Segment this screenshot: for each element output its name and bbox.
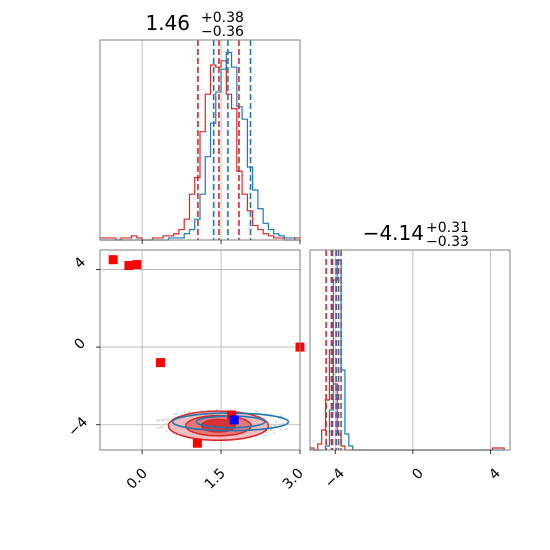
sample-point <box>188 410 191 413</box>
x-tick-label: 1.5 <box>202 466 229 493</box>
plot-background <box>310 250 510 450</box>
y-tick-label: 0 <box>71 335 89 353</box>
sample-point <box>273 432 276 434</box>
title-param2-plus: +0.31 <box>426 220 469 236</box>
sample-point <box>184 411 186 413</box>
sample-point <box>279 428 282 431</box>
sample-point <box>285 428 288 431</box>
sample-point <box>157 419 160 421</box>
sample-point <box>164 417 167 420</box>
marker-series-a <box>227 410 237 420</box>
title-param1: 1.46 <box>145 11 190 35</box>
sample-point <box>270 425 273 428</box>
sample-point <box>173 413 176 416</box>
sample-point <box>215 408 218 411</box>
title-param2: −4.14 <box>363 221 424 245</box>
marker-series-b <box>229 415 239 425</box>
marker-series-a <box>156 358 166 368</box>
sample-point <box>166 419 169 421</box>
y-tick-label: −4 <box>65 414 91 440</box>
marker-series-a <box>124 261 134 271</box>
x-tick-label: −4 <box>322 465 348 491</box>
sample-point <box>255 410 258 412</box>
sample-point <box>273 424 275 427</box>
plot-frame <box>309 249 511 451</box>
sample-point <box>162 425 164 428</box>
plot-frame <box>99 249 301 451</box>
x-tick-label: 3.0 <box>280 466 307 493</box>
sample-point <box>277 418 280 421</box>
marker-series-a <box>132 260 142 270</box>
sample-point <box>159 426 162 429</box>
histogram-series-a <box>99 60 301 241</box>
sample-point <box>165 422 168 425</box>
title-param1-minus: −0.36 <box>201 24 244 40</box>
sample-point <box>156 419 158 422</box>
sample-point <box>280 415 283 417</box>
x-tick-label: 0.0 <box>124 466 151 493</box>
histogram-param2-panel <box>309 249 511 454</box>
sample-point <box>265 431 268 434</box>
joint-density-panel <box>96 249 305 454</box>
sample-point <box>175 413 178 415</box>
sample-point <box>165 430 168 433</box>
sample-point <box>265 434 267 436</box>
histogram-param1-panel <box>99 39 301 244</box>
x-tick-label: 4 <box>486 465 504 483</box>
plot-frame <box>99 39 301 241</box>
sample-point <box>274 420 277 423</box>
title-param2-minus: −0.33 <box>426 234 469 250</box>
sample-point <box>282 422 285 425</box>
marker-series-a <box>108 255 118 265</box>
y-tick-label: 4 <box>71 254 89 272</box>
sample-point <box>162 418 165 421</box>
sample-point <box>157 426 160 429</box>
marker-series-a <box>192 438 202 448</box>
title-param1-plus: +0.38 <box>201 10 244 26</box>
x-tick-label: 0 <box>409 466 427 484</box>
